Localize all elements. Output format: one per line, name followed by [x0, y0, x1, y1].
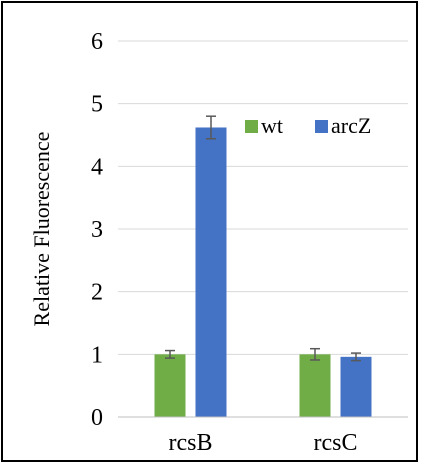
y-tick-label: 0 — [91, 405, 103, 431]
chart-frame: 0 1 2 3 4 5 6 rcsB rcsC wt arcZ Relative Fluores… — [1, 1, 418, 462]
y-tick-label: 5 — [91, 92, 103, 118]
bar-arcZ-rcsB — [195, 127, 227, 417]
legend-label: arcZ — [331, 113, 371, 138]
legend: wt arcZ — [245, 113, 371, 138]
error-bar-arcZ-rcsC — [351, 352, 361, 362]
error-bars — [165, 115, 361, 362]
bar-chart: 0 1 2 3 4 5 6 rcsB rcsC wt arcZ Relative Fluores… — [29, 29, 408, 456]
y-tick-label: 6 — [91, 29, 103, 55]
y-axis-title: Relative Fluorescence — [29, 132, 54, 327]
error-bar-arcZ-rcsB — [206, 115, 216, 140]
bar-wt-rcsC — [299, 354, 331, 417]
legend-swatch — [315, 120, 328, 133]
y-axis-ticks: 0 1 2 3 4 5 6 — [91, 29, 103, 431]
bars — [154, 127, 372, 417]
error-bar-wt-rcsC — [310, 347, 320, 361]
x-tick-label: rcsB — [169, 430, 213, 456]
bar-arcZ-rcsC — [340, 356, 372, 417]
bar-wt-rcsB — [154, 354, 186, 417]
legend-item-wt: wt — [245, 113, 283, 138]
gridlines — [118, 40, 408, 355]
x-tick-label: rcsC — [314, 430, 358, 456]
legend-label: wt — [261, 113, 283, 138]
error-bar-wt-rcsB — [165, 349, 175, 359]
y-tick-label: 1 — [91, 342, 103, 368]
legend-swatch — [245, 120, 258, 133]
y-tick-label: 2 — [91, 280, 103, 306]
y-tick-label: 3 — [91, 217, 103, 243]
x-axis-ticks: rcsB rcsC — [169, 430, 358, 456]
y-tick-label: 4 — [91, 154, 103, 180]
legend-item-arcZ: arcZ — [315, 113, 371, 138]
